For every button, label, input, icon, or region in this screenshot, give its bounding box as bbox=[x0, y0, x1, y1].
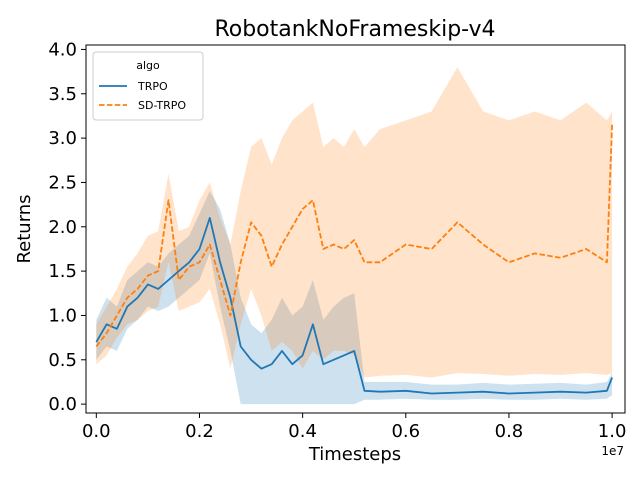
y-tick-label: 3.0 bbox=[48, 128, 77, 149]
legend-label-sd-trpo: SD-TRPO bbox=[138, 99, 186, 112]
y-axis-title: Returns bbox=[14, 194, 35, 263]
plot-frame bbox=[85, 44, 626, 414]
series-line-trpo bbox=[95, 216, 613, 395]
series-line-sd-trpo bbox=[95, 124, 613, 348]
y-tick-label: 0.0 bbox=[48, 394, 77, 415]
x-tick-label: 0.0 bbox=[82, 421, 111, 442]
chart-title: RobotankNoFrameskip-v4 bbox=[214, 17, 495, 42]
legend-title: algo bbox=[136, 59, 160, 72]
x-tick-label: 0.6 bbox=[391, 421, 420, 442]
y-tick-label: 3.5 bbox=[48, 84, 77, 105]
band-trpo bbox=[96, 191, 613, 405]
x-axis-ticks: 0.0 0.2 0.4 0.6 0.8 1.0 bbox=[82, 413, 626, 442]
y-tick-label: 2.5 bbox=[48, 172, 77, 193]
x-axis-offset: 1e7 bbox=[601, 444, 624, 458]
x-tick-label: 1.0 bbox=[598, 421, 627, 442]
legend-box bbox=[92, 51, 204, 121]
x-axis-title: Timesteps bbox=[308, 444, 401, 465]
y-tick-label: 1.5 bbox=[48, 261, 77, 282]
x-tick-label: 0.2 bbox=[185, 421, 214, 442]
x-tick-label: 0.4 bbox=[288, 421, 317, 442]
y-tick-label: 4.0 bbox=[48, 39, 77, 60]
y-tick-label: 2.0 bbox=[48, 217, 77, 238]
legend-label-trpo: TRPO bbox=[137, 80, 168, 93]
series-lines bbox=[95, 124, 613, 395]
y-axis-ticks: 0.0 0.5 1.0 1.5 2.0 2.5 3.0 3.5 4.0 bbox=[48, 39, 86, 415]
y-tick-label: 1.0 bbox=[48, 305, 77, 326]
y-tick-label: 0.5 bbox=[48, 350, 77, 371]
x-tick-label: 0.8 bbox=[495, 421, 524, 442]
legend: algo TRPO SD-TRPO bbox=[92, 51, 204, 121]
